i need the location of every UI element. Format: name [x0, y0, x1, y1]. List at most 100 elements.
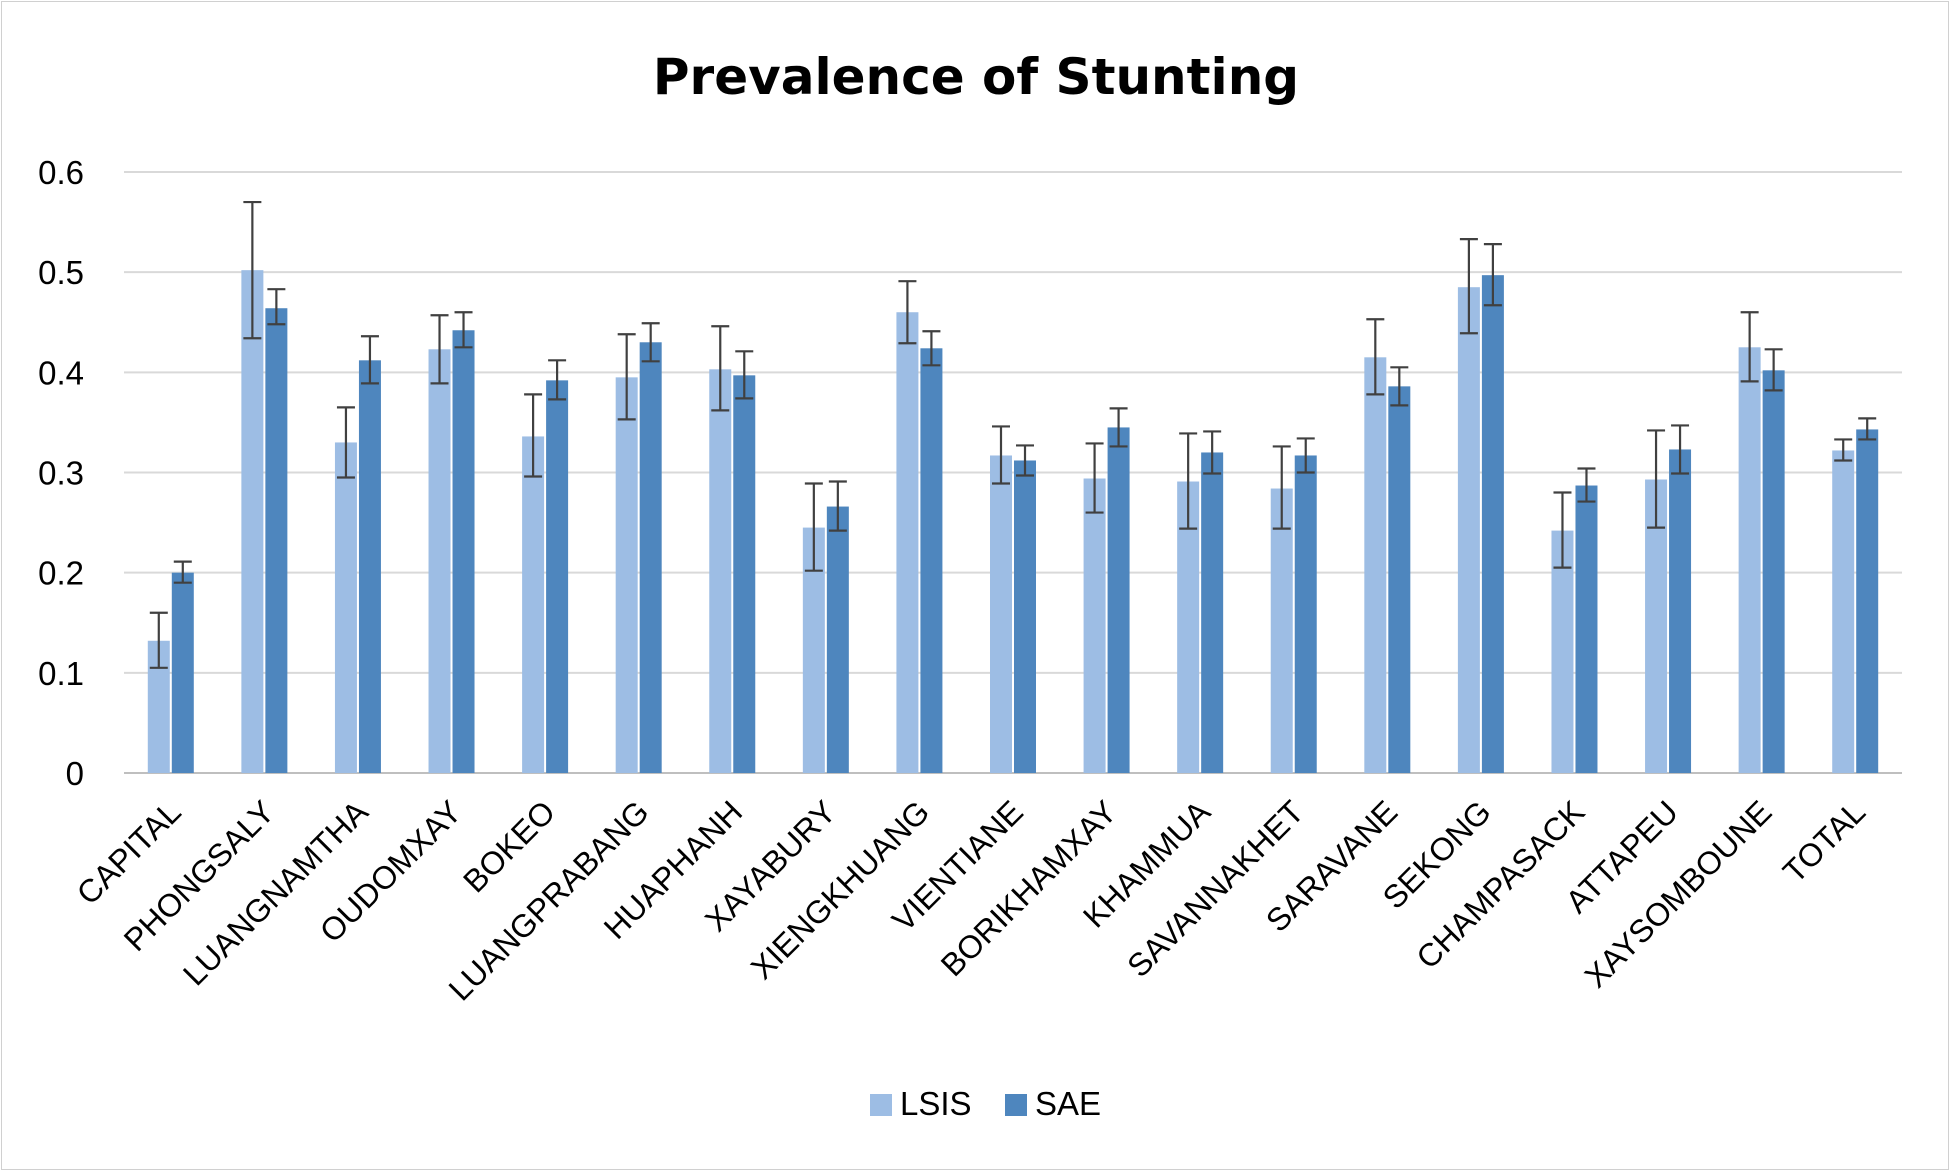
bar-lsis: [428, 349, 451, 773]
error-bar-lsis: [1834, 438, 1853, 462]
bar-lsis: [334, 442, 357, 773]
bar-sae: [733, 375, 756, 773]
bar-sae: [1294, 455, 1317, 773]
error-bar-sae: [1296, 437, 1315, 474]
bar-lsis: [990, 455, 1012, 773]
error-bar-sae: [454, 311, 473, 349]
error-bar-sae: [1109, 407, 1128, 448]
error-bar-lsis: [1647, 429, 1666, 529]
bar-sae: [826, 506, 849, 773]
bar-lsis: [802, 527, 825, 773]
error-bar-lsis: [617, 333, 636, 421]
bar-sae: [639, 342, 662, 773]
legend: LSIS SAE: [870, 1085, 1101, 1122]
y-tick-label: 0.4: [38, 354, 84, 391]
y-tick-label: 0.5: [38, 254, 84, 291]
error-bar-lsis: [524, 393, 543, 478]
x-tick-label: BORIKHAMXAY: [934, 793, 1124, 983]
bar-sae: [452, 330, 475, 773]
bar-sae: [1201, 452, 1224, 773]
bar-lsis: [1738, 347, 1761, 773]
bar-lsis: [1083, 478, 1106, 773]
bars: [147, 270, 1879, 773]
error-bar-sae: [922, 330, 941, 367]
y-tick-label: 0.6: [38, 154, 84, 191]
bar-lsis: [241, 270, 264, 773]
chart-title: Prevalence of Stunting: [653, 48, 1299, 106]
bar-lsis: [1645, 479, 1668, 773]
bar-sae: [1481, 275, 1504, 773]
bar-lsis: [1457, 287, 1480, 773]
bar-lsis: [896, 312, 919, 773]
bar-sae: [1575, 485, 1598, 773]
bar-lsis: [147, 640, 170, 773]
x-axis-ticks: CAPITALPHONGSALYLUANGNAMTHAOUDOMXAYBOKEO…: [70, 793, 1873, 1008]
error-bar-lsis: [149, 611, 168, 669]
error-bar-lsis: [430, 314, 449, 385]
error-bar-sae: [1390, 366, 1409, 407]
error-bar-sae: [735, 350, 754, 400]
error-bar-lsis: [804, 482, 823, 572]
error-bar-lsis: [1459, 238, 1478, 335]
error-bar-lsis: [1179, 432, 1198, 530]
bar-sae: [1669, 449, 1692, 773]
error-bar-sae: [1483, 243, 1502, 307]
x-tick-label: TOTAL: [1776, 793, 1872, 889]
error-bar-sae: [828, 480, 847, 532]
bar-sae: [1856, 429, 1879, 773]
y-tick-label: 0.3: [38, 455, 84, 492]
legend-swatch-lsis: [870, 1094, 892, 1116]
error-bar-lsis: [1740, 311, 1759, 383]
error-bar-lsis: [1085, 442, 1104, 514]
gridlines: [124, 171, 1902, 774]
bar-lsis: [709, 369, 732, 773]
error-bar-sae: [641, 322, 660, 363]
y-tick-label: 0: [66, 755, 84, 792]
error-bar-lsis: [711, 325, 730, 412]
bar-sae: [358, 360, 381, 773]
error-bar-sae: [1016, 444, 1034, 477]
bar-sae: [265, 308, 288, 773]
error-bar-lsis: [1272, 445, 1291, 530]
error-bar-lsis: [1553, 491, 1572, 569]
x-tick-label: SAVANNAKHET: [1120, 793, 1311, 984]
error-bar-lsis: [1366, 318, 1385, 396]
error-bar-sae: [548, 359, 567, 401]
error-bar-lsis: [243, 200, 262, 340]
bar-lsis: [1177, 481, 1200, 773]
legend-label-sae: SAE: [1035, 1085, 1101, 1122]
bar-lsis: [1364, 357, 1387, 773]
error-bar-lsis: [992, 425, 1010, 485]
error-bar-sae: [1671, 424, 1690, 475]
error-bar-sae: [173, 560, 192, 584]
error-bar-lsis: [336, 406, 355, 479]
bar-sae: [171, 572, 194, 773]
error-bar-sae: [1203, 430, 1222, 475]
error-bar-sae: [267, 288, 286, 326]
y-axis-ticks: 0 0.1 0.2 0.3 0.4 0.5 0.6: [38, 154, 84, 792]
error-bar-sae: [1858, 417, 1877, 441]
error-bar-sae: [1764, 348, 1783, 392]
error-bar-lsis: [898, 280, 917, 345]
x-tick-label: CHAMPASACK: [1409, 793, 1591, 975]
error-bar-sae: [360, 335, 379, 385]
bar-lsis: [1551, 530, 1574, 773]
bar-sae: [1762, 370, 1785, 773]
y-tick-label: 0.1: [38, 655, 84, 692]
bar-lsis: [522, 436, 545, 773]
y-tick-label: 0.2: [38, 555, 84, 592]
bar-sae: [546, 380, 569, 773]
bar-lsis: [1270, 488, 1293, 773]
legend-label-lsis: LSIS: [900, 1085, 972, 1122]
error-bar-sae: [1577, 467, 1596, 503]
bar-sae: [1014, 460, 1036, 773]
bar-lsis: [1832, 450, 1855, 773]
bar-sae: [1388, 386, 1411, 773]
bar-lsis: [615, 377, 638, 773]
error-bars: [149, 200, 1877, 669]
bar-sae: [920, 348, 943, 773]
bar-sae: [1107, 427, 1130, 773]
legend-swatch-sae: [1005, 1094, 1027, 1116]
